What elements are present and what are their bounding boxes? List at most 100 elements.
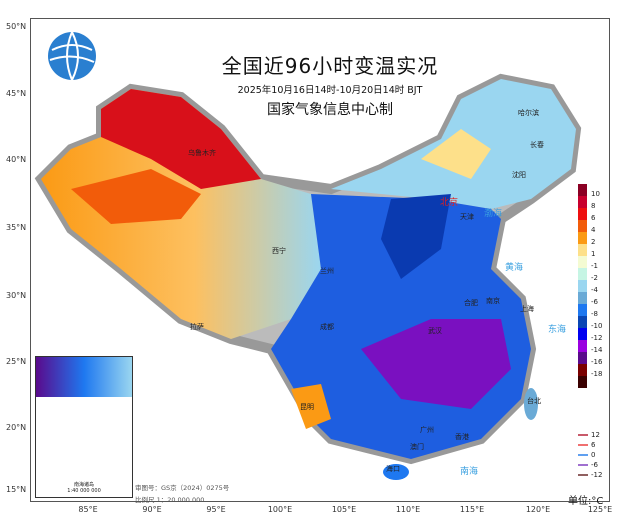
city-label: 合肥 [464,299,478,307]
colorbar-label: -10 [591,322,603,330]
city-label: 成都 [320,323,334,331]
city-label: 哈尔滨 [518,109,539,117]
colorbar-swatch: -2 [578,268,598,282]
colorbar-swatch [578,376,587,388]
inset-title: 南海诸岛 [73,482,94,488]
map-scale: 比例尺 1：20 000 000 [135,496,205,504]
lat-label: 50°N [6,22,27,31]
city-label: 拉萨 [190,323,204,331]
lat-label: 40°N [6,155,27,164]
hainan [383,464,409,480]
colorbar-swatch: 10 [578,184,600,198]
lat-label: 20°N [6,423,27,432]
strong-warming-north-xinjiang [101,89,261,189]
lat-label: 35°N [6,223,27,232]
city-label: 南京 [486,297,500,305]
colorbar-label: -1 [591,262,598,270]
lon-label: 100°E [267,505,293,514]
colorbar-label: 4 [591,226,596,234]
lon-label: 95°E [206,505,226,514]
inset-caption: 南海诸岛 1:40 000 000 [36,481,132,494]
line-swatch [578,444,588,446]
map-issuer: 国家气象信息中心制 [267,102,393,118]
yunnan-warming [291,384,331,429]
colorbar-swatch: -1 [578,256,598,270]
line-swatch [578,464,588,466]
colorbar-swatch: 2 [578,232,595,246]
colorbar-label: -2 [591,274,598,282]
line-legend-item: 0 [578,450,602,460]
city-label: 兰州 [320,267,334,275]
line-legend-item: -6 [578,460,602,470]
city-label: 乌鲁木齐 [188,149,216,157]
colorbar-label: -4 [591,286,598,294]
line-legend-item: 6 [578,440,602,450]
colorbar-legend: 10 8 6 4 2 1 -1 -2 -4 -6 -8 -10 -12 -14 -16 -18 [578,184,602,388]
lon-label: 115°E [459,505,485,514]
colorbar-swatch: -8 [578,304,598,318]
south-china-sea-inset: 南海诸岛 1:40 000 000 [35,356,133,498]
lat-label: 45°N [6,89,27,98]
colorbar-swatch: -6 [578,292,598,306]
line-legend-label: 0 [591,451,596,459]
colorbar-swatch: -16 [578,352,602,366]
line-legend-label: -6 [591,461,598,469]
colorbar-label: 8 [591,202,596,210]
colorbar-swatch: -18 [578,364,602,378]
lon-label: 85°E [78,505,98,514]
city-label: 沈阳 [512,171,526,179]
city-label: 天津 [460,213,474,221]
strong-cooling-south [361,319,511,409]
city-label: 海口 [386,465,400,473]
approval-number: 审图号：GS京（2024）0275号 [135,484,230,492]
colorbar-swatch: -10 [578,316,602,330]
map-period: 2025年10月16日14时-10月20日14时 BJT [237,85,423,96]
sea-label-bohai: 渤海 [484,209,503,219]
city-label: 北京 [440,198,459,208]
line-swatch [578,454,588,456]
colorbar-label: 1 [591,250,596,258]
colorbar-label: -14 [591,346,603,354]
line-swatch [578,434,588,436]
line-legend-label: 6 [591,441,596,449]
taiwan [524,388,538,420]
lon-label: 120°E [525,505,551,514]
city-label: 广州 [420,426,434,434]
cma-globe-logo [48,31,96,81]
city-label: 武汉 [428,327,442,335]
inset-scale: 1:40 000 000 [67,488,101,494]
colorbar-swatch: 1 [578,244,595,258]
line-legend-item: -12 [578,470,602,480]
lon-label: 110°E [395,505,421,514]
unit-label: 单位:°C [568,496,604,507]
map-canvas [34,73,582,480]
city-label: 昆明 [300,403,314,411]
colorbar-label: -6 [591,298,598,306]
line-legend-label: 12 [591,431,600,439]
map-frame [30,18,610,502]
colorbar-label: -8 [591,310,598,318]
colorbar-label: 2 [591,238,596,246]
colorbar-label: -12 [591,334,603,342]
colorbar-label: 6 [591,214,596,222]
sea-label-huanghai: 黄海 [505,263,524,273]
lon-label: 125°E [587,505,613,514]
northeast-warm-spots [421,129,491,179]
line-legend-label: -12 [591,471,603,479]
colorbar-label: 10 [591,190,600,198]
sea-label-donghai: 东海 [548,325,567,335]
sea-label-nanhai: 南海 [460,467,479,477]
city-label: 台北 [527,397,541,405]
lat-label: 30°N [6,291,27,300]
city-label: 香港 [455,433,469,441]
colorbar-swatch: 8 [578,196,595,210]
city-label: 上海 [520,305,534,313]
cooling-north-china [381,194,451,279]
map-title: 全国近96小时变温实况 [221,54,439,78]
inset-map-area [36,357,132,397]
colorbar-label: -16 [591,358,603,366]
colorbar-label: -18 [591,370,603,378]
city-label: 西宁 [272,247,286,255]
contour-line-legend: 12 6 0 -6 -12 [578,430,602,480]
